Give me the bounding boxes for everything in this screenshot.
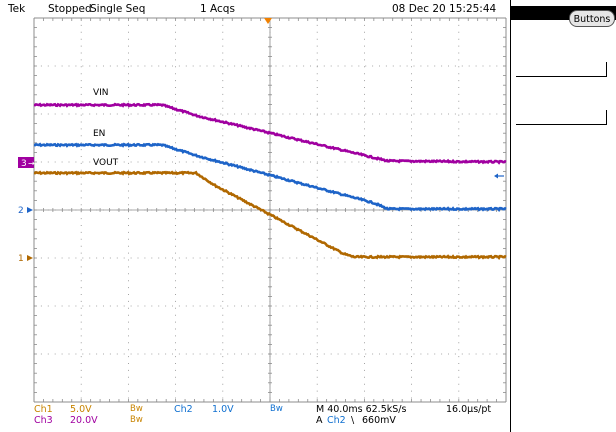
trigger-position-marker[interactable] [264, 18, 272, 24]
ch3-marker[interactable]: 3 → [18, 157, 35, 169]
acquisition-state: Stopped [48, 3, 92, 15]
buttons-button[interactable]: Buttons [569, 10, 615, 27]
acquisition-count: 1 Acqs [200, 3, 235, 15]
ch3-bw-limit: Bw [130, 415, 143, 425]
ch2-marker[interactable]: 2 [18, 206, 33, 216]
channel-readout: Ch1 5.0V Bw Ch2 1.0V Bw M 40.0ms 62.5kS/… [0, 404, 510, 432]
acquisition-mode: Single Seq [90, 3, 146, 15]
side-menu-panel: Buttons [510, 0, 616, 432]
vin-trace-label: VIN [93, 88, 109, 98]
en-trace-label: EN [93, 129, 105, 139]
ch1-scale[interactable]: 5.0V [70, 404, 92, 415]
waveform-display[interactable]: VIN EN VOUT 3 → 2 1 [0, 0, 510, 404]
vin-trace [33, 102, 507, 165]
ch1-marker-label: 1 [18, 254, 24, 264]
ch2-bw-limit: Bw [270, 404, 283, 414]
status-bar: Tek Stopped Single Seq 1 Acqs 08 Dec 20 … [0, 0, 510, 17]
date-time: 08 Dec 20 15:25:44 [392, 3, 497, 15]
en-trace [33, 142, 507, 212]
ch3-name[interactable]: Ch3 [34, 415, 53, 426]
trigger-slope-icon: \ [351, 415, 355, 426]
brand-label: Tek [8, 3, 26, 15]
trigger-level-marker[interactable] [494, 173, 504, 179]
side-menu-slot-1[interactable] [516, 62, 607, 77]
ch2-scale[interactable]: 1.0V [212, 404, 234, 415]
timebase-readout[interactable]: M 40.0ms 62.5kS/s [316, 404, 407, 415]
ch1-name[interactable]: Ch1 [34, 404, 53, 415]
svg-text:→: → [28, 159, 35, 168]
record-resolution: 16.0µs/pt [446, 404, 492, 415]
ch1-bw-limit: Bw [130, 404, 143, 414]
ch1-marker[interactable]: 1 [18, 254, 33, 264]
ch3-marker-label: 3 [21, 159, 27, 169]
ch2-name[interactable]: Ch2 [174, 404, 193, 415]
vout-trace [33, 170, 507, 260]
ch3-scale[interactable]: 20.0V [70, 415, 98, 426]
trigger-level[interactable]: 660mV [362, 415, 396, 426]
ch2-marker-label: 2 [18, 206, 24, 216]
trigger-source[interactable]: Ch2 [327, 415, 346, 426]
side-menu-slot-2[interactable] [516, 110, 607, 125]
vout-trace-label: VOUT [93, 158, 119, 168]
trigger-prefix: A [316, 415, 323, 426]
side-menu-divider [510, 0, 511, 432]
